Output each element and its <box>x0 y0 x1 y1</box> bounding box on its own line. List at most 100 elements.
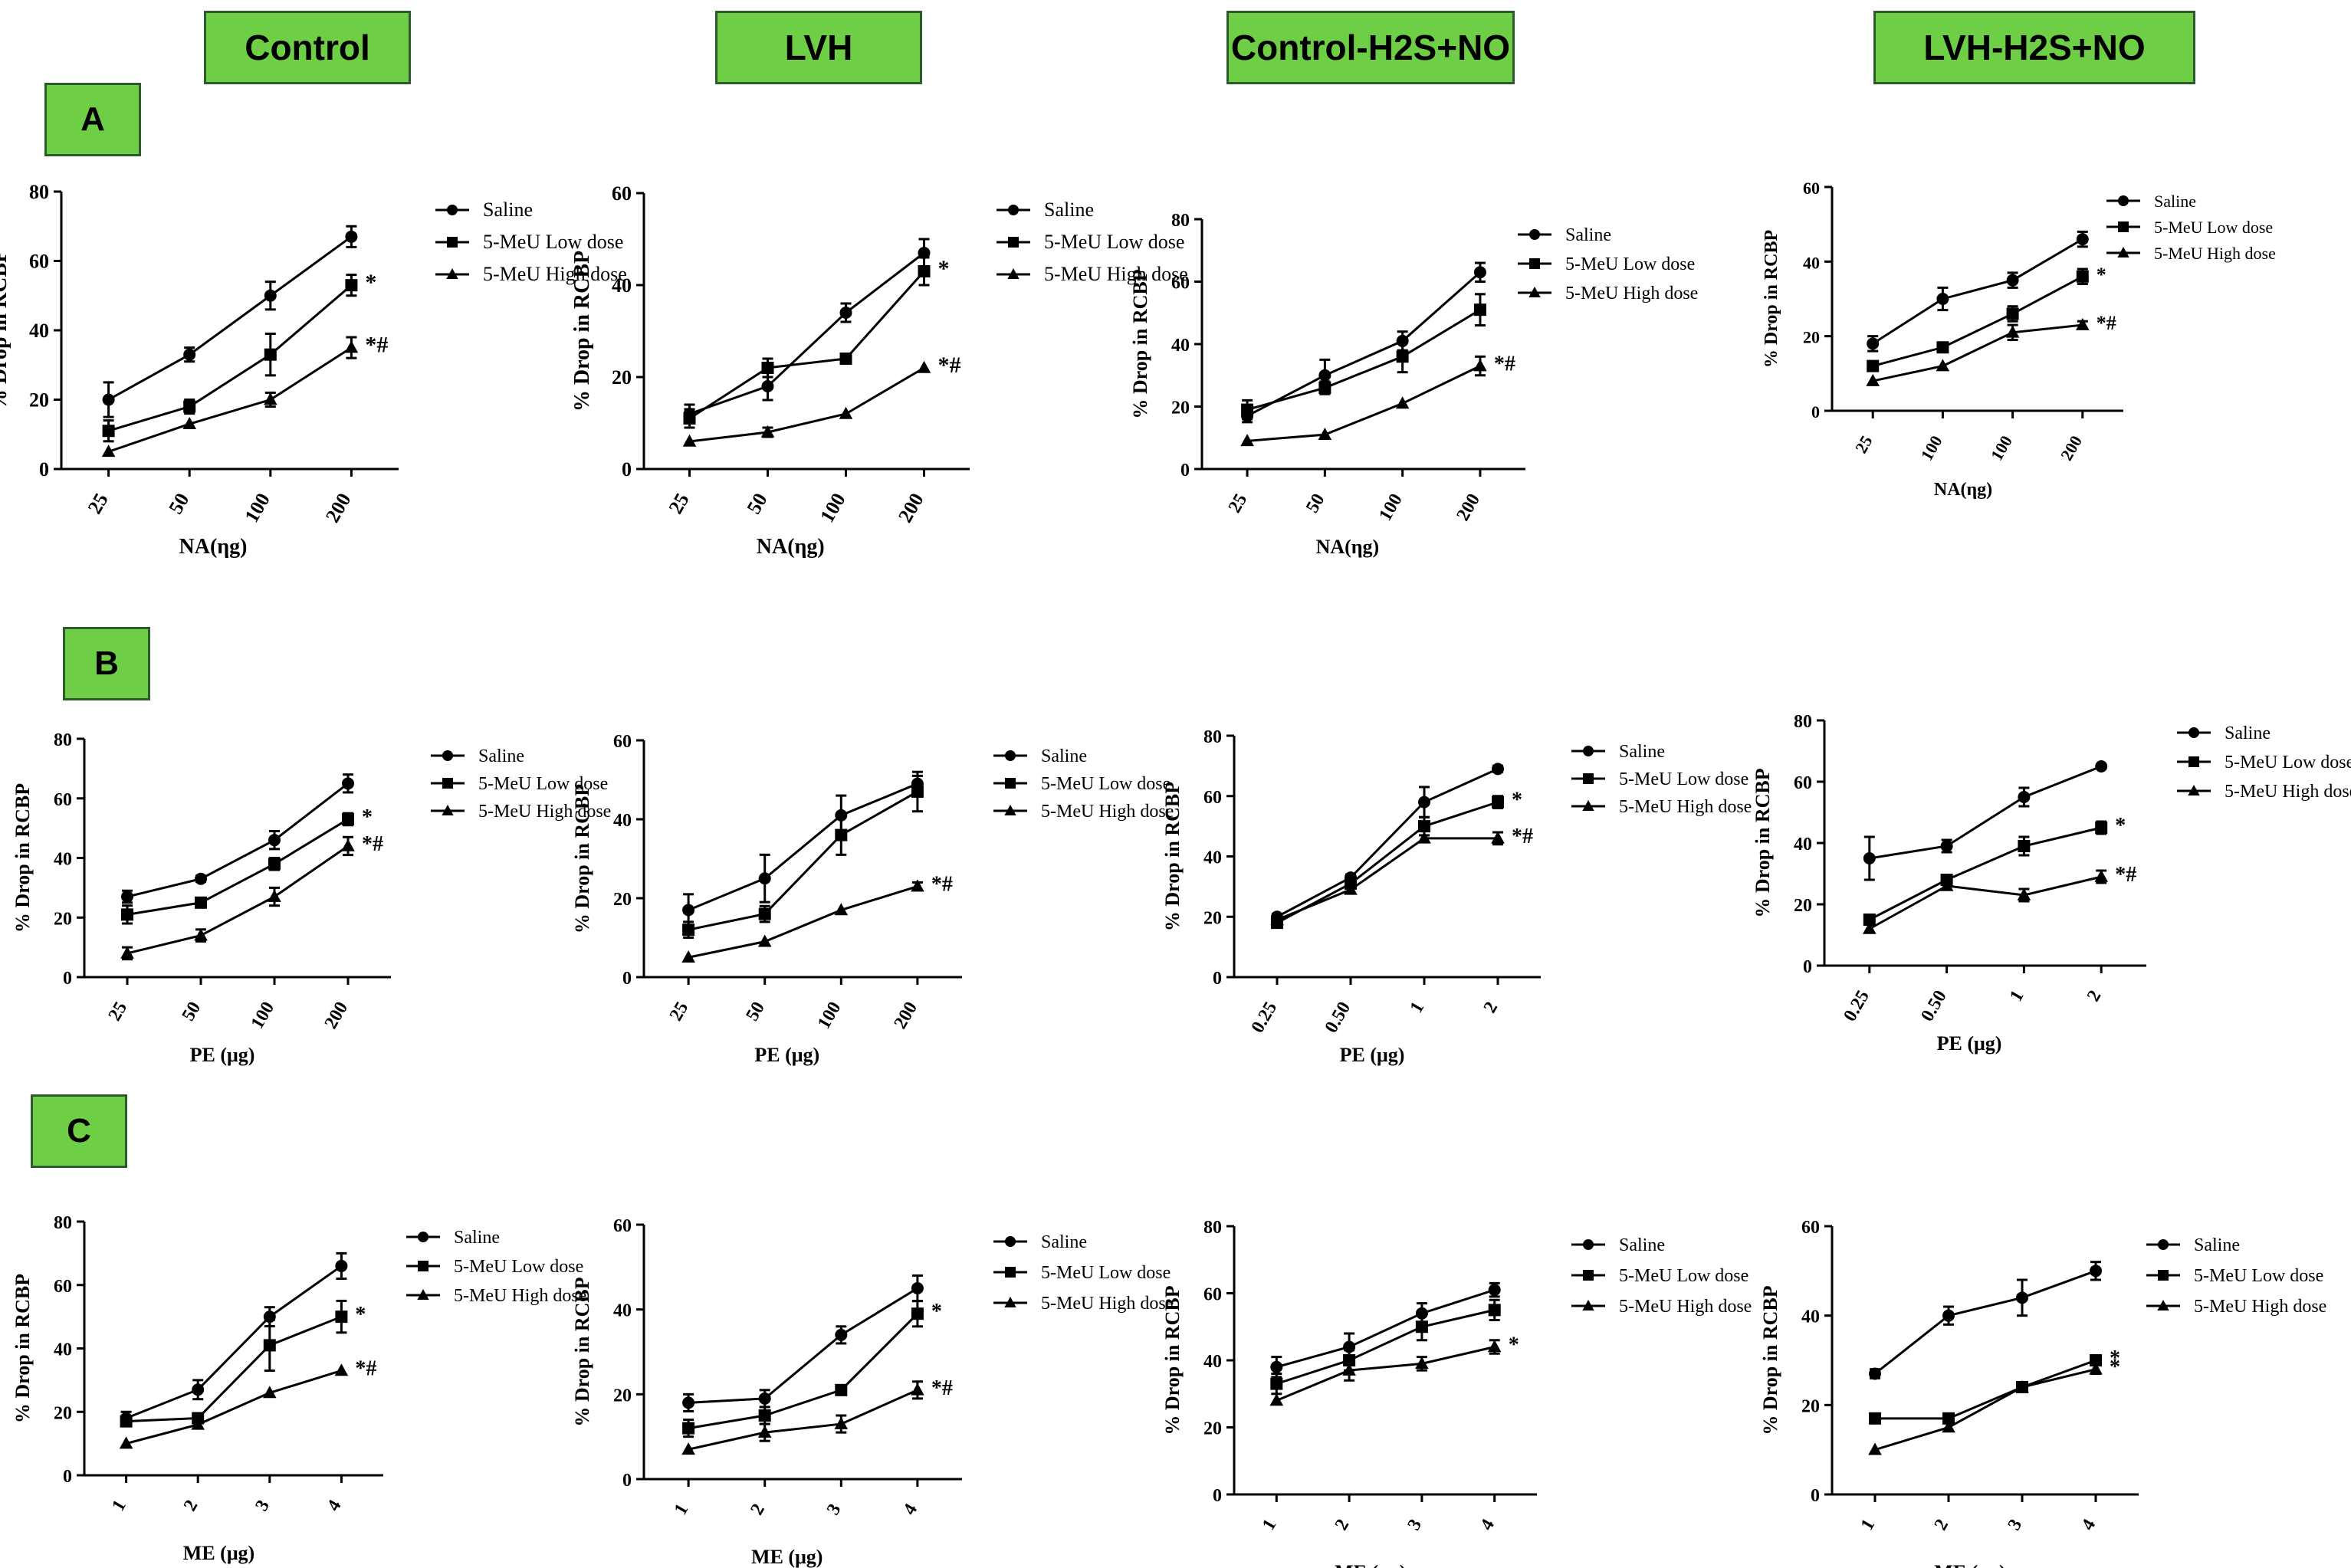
data-point-square <box>761 362 774 374</box>
y-tick-label: 80 <box>29 181 49 203</box>
legend-label: 5-MeU Low dose <box>1619 1266 1748 1286</box>
series-line-triangle <box>126 845 349 955</box>
y-tick-label: 80 <box>1171 211 1190 231</box>
x-tick-label: 1 <box>1857 1516 1880 1534</box>
data-point-triangle <box>1318 427 1332 440</box>
series-line-square <box>1276 801 1499 924</box>
legend-label: 5-MeU High dose <box>1044 263 1188 285</box>
series-line-square <box>688 270 925 420</box>
data-point-square <box>2095 822 2108 834</box>
data-point-triangle <box>1936 359 1950 372</box>
chart-panel-a-control: 0 20 40 60 80 25 50 100 200 NA(ηg) % Drop in RCBP *… <box>0 181 627 559</box>
data-point-circle <box>1418 795 1430 809</box>
y-tick-label: 40 <box>1203 848 1222 868</box>
series-line-circle <box>688 1287 918 1404</box>
data-point-triangle <box>2094 869 2108 882</box>
significance-mark: * <box>2115 814 2126 838</box>
legend-marker-square <box>442 778 453 789</box>
y-tick-label: 80 <box>1794 712 1812 732</box>
column-header-label: Control <box>245 28 370 67</box>
series-line-triangle <box>1869 875 2102 930</box>
legend-marker-square <box>1008 237 1019 248</box>
legend-label: 5-MeU Low dose <box>1041 774 1171 794</box>
legend-marker-square <box>1583 773 1594 784</box>
x-tick-label: 50 <box>743 490 772 518</box>
legend-marker-circle <box>2188 727 2199 738</box>
y-tick-label: 40 <box>29 320 49 342</box>
legend-marker-square <box>1583 1270 1594 1281</box>
data-point-square <box>183 400 196 413</box>
data-point-triangle <box>1487 1340 1502 1353</box>
x-tick-label: 0.25 <box>1248 999 1282 1036</box>
y-tick-label: 80 <box>1203 727 1222 747</box>
data-point-circle <box>911 1282 924 1294</box>
chart-panel-a-lvh-h2s-no: 0 20 40 60 25 100 100 200 NA(ηg) % Drop in RCBP * *… <box>1762 179 2276 500</box>
x-tick-label: 200 <box>891 999 922 1032</box>
significance-mark: * <box>1509 1333 1519 1357</box>
y-tick-label: 60 <box>54 1277 72 1297</box>
x-tick-label: 3 <box>251 1497 274 1514</box>
data-point-circle <box>195 872 207 885</box>
data-point-triangle <box>1395 396 1410 409</box>
data-point-square <box>683 412 696 425</box>
x-axis-title: PE (μg) <box>1937 1032 2002 1055</box>
y-axis-title: % Drop in RCBP <box>1752 768 1774 917</box>
x-tick-label: 100 <box>816 490 850 526</box>
y-tick-label: 80 <box>1203 1218 1222 1238</box>
legend-label: 5-MeU Low dose <box>478 774 608 794</box>
y-tick-label: 20 <box>1803 328 1820 347</box>
chart-panel-a-control-h2s-no: 0 20 40 60 80 25 50 100 200 NA(ηg) % Drop in RCBP *… <box>1129 211 1698 558</box>
legend-marker-square <box>1005 1267 1016 1278</box>
series-line-triangle <box>108 346 353 453</box>
x-axis-title: ME (μg) <box>183 1542 254 1564</box>
data-point-triangle <box>334 1363 349 1376</box>
x-tick-label: 100 <box>248 999 279 1032</box>
y-tick-label: 20 <box>613 1386 632 1406</box>
chart-panel-b-lvh: 0 20 40 60 25 50 100 200 PE (μg) % Drop in RCBP *#… <box>571 732 1174 1066</box>
y-tick-label: 20 <box>54 1403 72 1423</box>
data-point-triangle <box>1868 1442 1882 1455</box>
x-tick-label: 4 <box>1476 1516 1499 1534</box>
x-tick-label: 200 <box>321 490 356 526</box>
series-line-circle <box>1874 1269 2097 1375</box>
data-point-square <box>1492 795 1504 809</box>
y-tick-label: 0 <box>63 969 72 989</box>
data-point-triangle <box>1344 882 1358 895</box>
column-header-label: LVH-H2S+NO <box>1923 28 2146 67</box>
series-line-circle <box>1276 767 1499 918</box>
data-point-square <box>345 279 358 292</box>
data-point-circle <box>2076 233 2089 246</box>
legend-label: 5-MeU High dose <box>1041 1294 1174 1314</box>
legend-label: Saline <box>1041 746 1087 766</box>
legend-marker-square <box>447 237 458 248</box>
legend-marker-circle <box>1008 205 1019 215</box>
x-tick-label: 2 <box>180 1497 202 1514</box>
series-line-square <box>1246 308 1481 412</box>
x-tick-label: 200 <box>894 490 928 526</box>
y-tick-label: 0 <box>622 1471 632 1491</box>
data-point-square <box>911 1307 924 1320</box>
legend-marker-circle <box>1583 1239 1594 1250</box>
y-axis-title: % Drop in RCBP <box>11 1274 34 1423</box>
y-axis-title: % Drop in RCBP <box>1161 782 1184 931</box>
x-axis-title: ME (μg) <box>1934 1561 2005 1568</box>
data-point-circle <box>102 393 115 406</box>
y-tick-label: 40 <box>54 1340 72 1360</box>
legend-label: 5-MeU High dose <box>454 1286 586 1306</box>
series-line-triangle <box>1874 1368 2097 1452</box>
x-tick-label: 25 <box>1225 490 1252 517</box>
data-point-circle <box>268 834 281 847</box>
data-point-triangle <box>917 360 931 373</box>
y-tick-label: 40 <box>613 811 632 831</box>
y-tick-label: 20 <box>613 890 632 910</box>
data-point-triangle <box>1415 1356 1429 1370</box>
data-point-triangle <box>1473 359 1487 372</box>
x-tick-label: 25 <box>666 999 693 1025</box>
significance-mark: *# <box>1512 825 1533 848</box>
legend-marker-triangle <box>2157 1299 2169 1310</box>
y-tick-label: 60 <box>29 251 49 273</box>
series-line-square <box>1872 275 2083 368</box>
legend-marker-triangle <box>2188 784 2200 795</box>
